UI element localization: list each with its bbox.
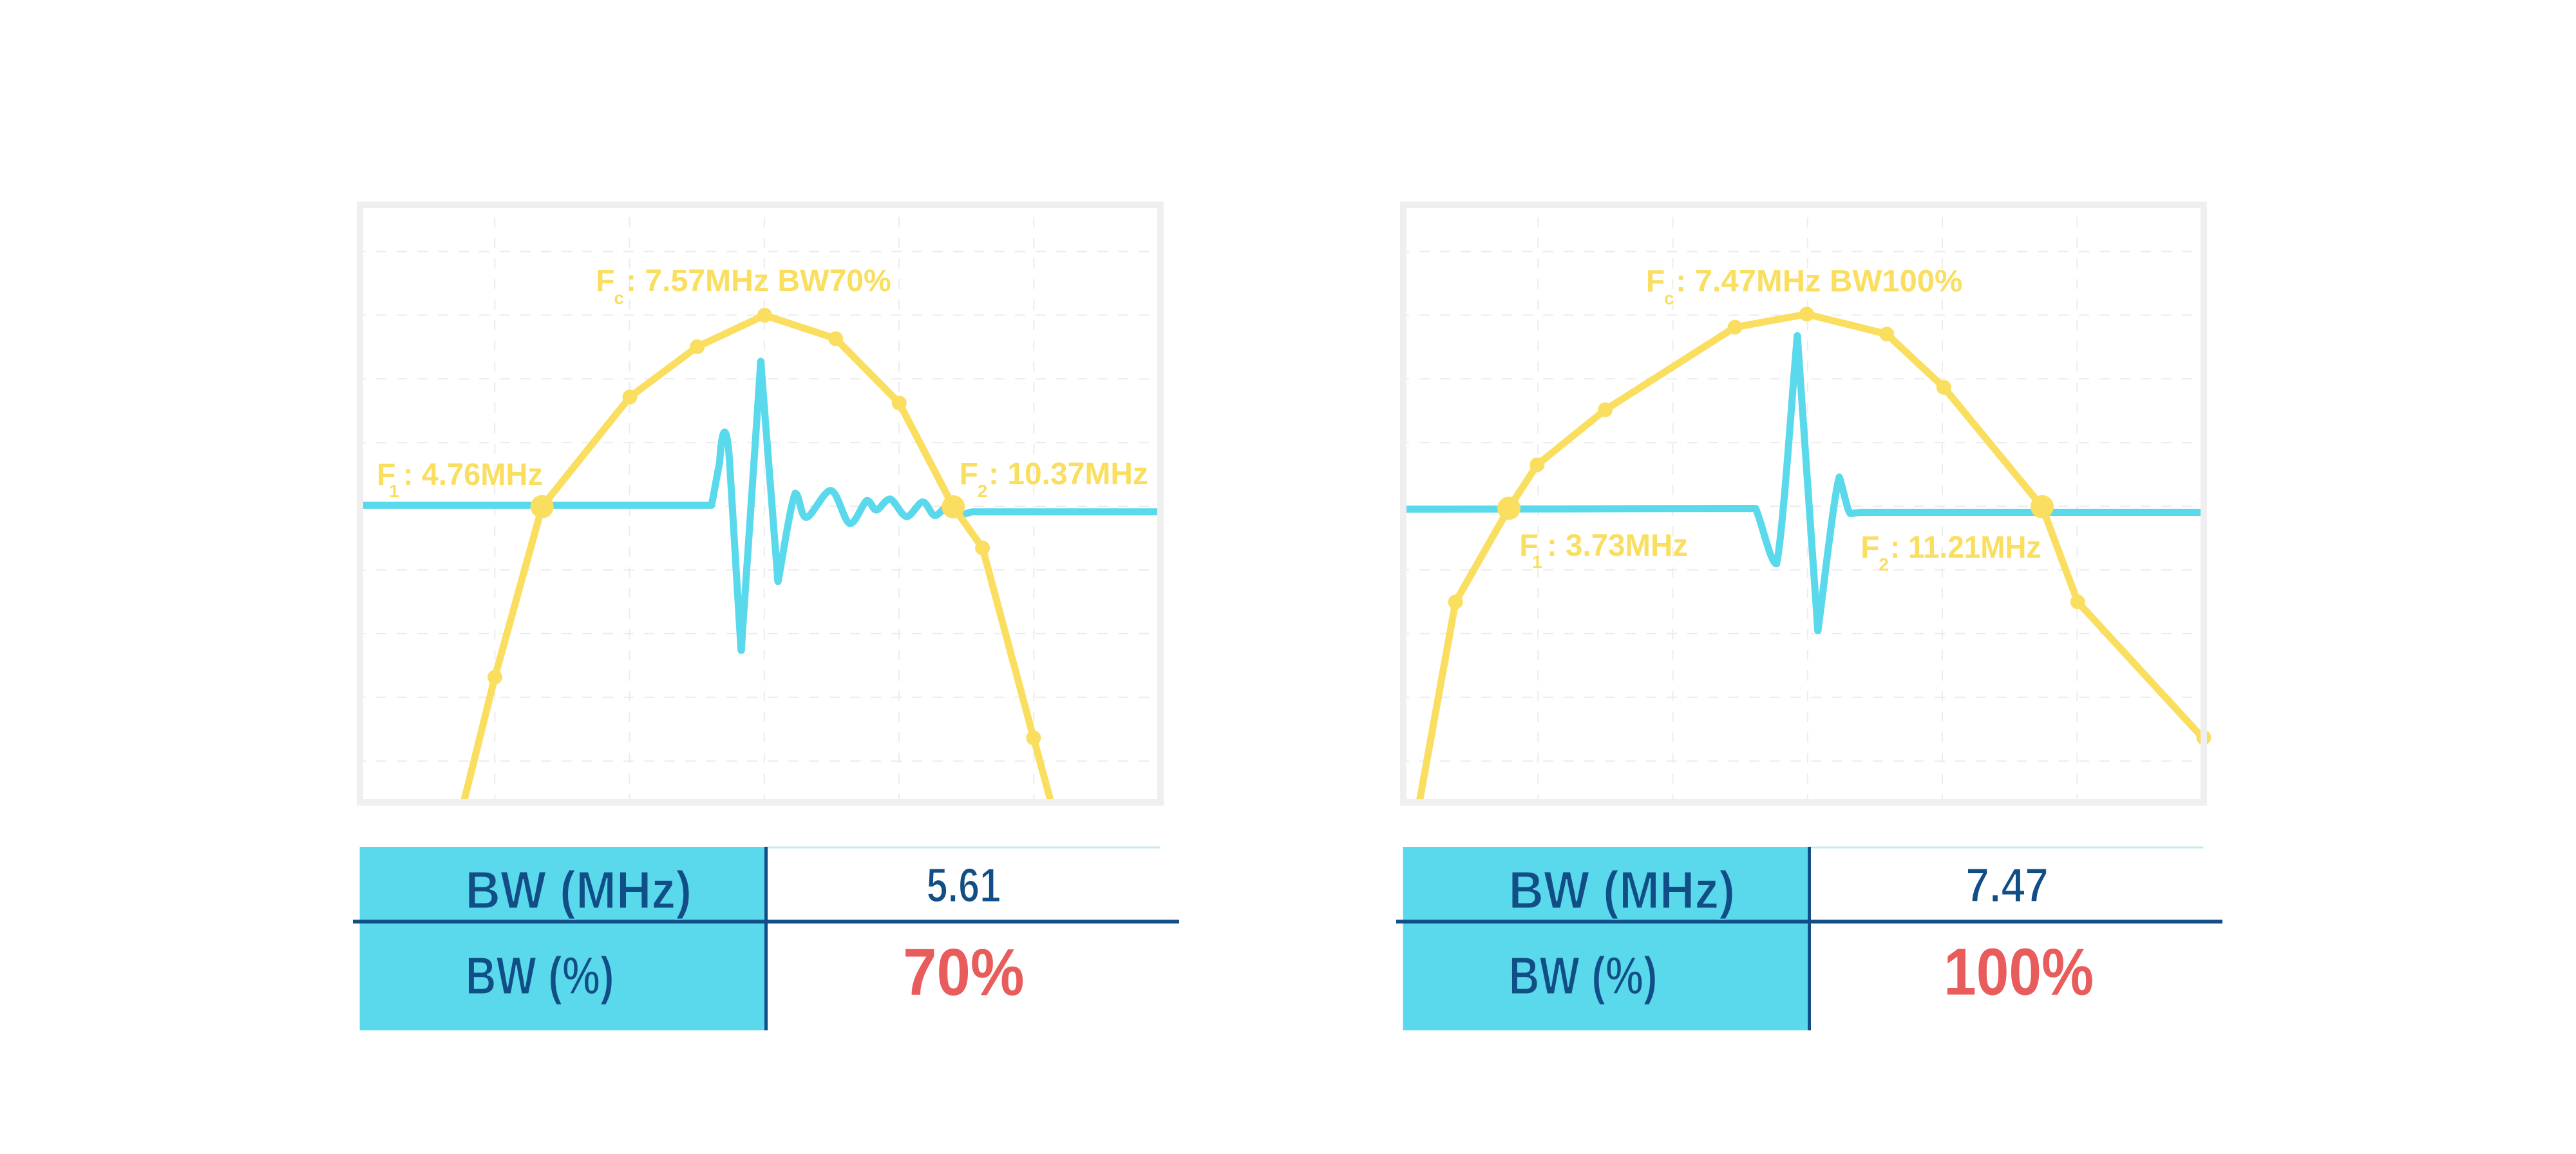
svg-text:: 11.21MHz: : 11.21MHz	[1890, 531, 2041, 565]
svg-text:5.61: 5.61	[927, 858, 1001, 913]
svg-text:c: c	[614, 288, 624, 308]
svg-text:2: 2	[1879, 554, 1889, 574]
svg-text:: 7.57MHz BW70%: : 7.57MHz BW70%	[626, 264, 891, 298]
svg-text:F: F	[1861, 531, 1879, 565]
svg-text:: 4.76MHz: : 4.76MHz	[403, 458, 543, 492]
svg-text:F: F	[960, 457, 978, 491]
svg-text:F: F	[596, 264, 614, 298]
svg-text:F: F	[1519, 529, 1538, 563]
svg-text:c: c	[1664, 288, 1674, 308]
svg-text:: 7.47MHz BW100%: : 7.47MHz BW100%	[1676, 265, 1963, 299]
svg-text:BW (%): BW (%)	[466, 946, 614, 1006]
svg-text:1: 1	[1532, 552, 1542, 572]
svg-text:2: 2	[978, 481, 988, 501]
svg-text:: 3.73MHz: : 3.73MHz	[1547, 529, 1688, 563]
svg-text:70%: 70%	[903, 935, 1025, 1009]
svg-text:F: F	[1646, 265, 1665, 299]
svg-text:7.47: 7.47	[1965, 858, 2049, 913]
svg-text:: 10.37MHz: : 10.37MHz	[989, 457, 1148, 491]
svg-text:F: F	[377, 458, 395, 492]
svg-text:BW (%): BW (%)	[1509, 946, 1658, 1006]
svg-text:100%: 100%	[1944, 935, 2094, 1009]
svg-text:1: 1	[389, 481, 399, 501]
svg-text:BW (MHz): BW (MHz)	[1509, 860, 1736, 920]
svg-text:BW (MHz): BW (MHz)	[466, 860, 692, 920]
